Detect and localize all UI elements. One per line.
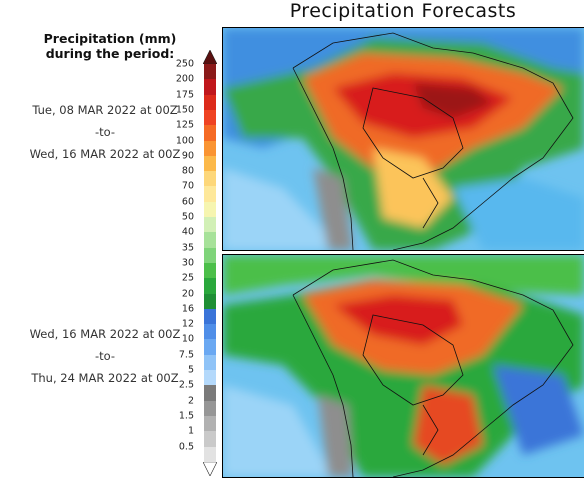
scale-swatch — [204, 308, 216, 325]
scale-tick-label: 1 — [187, 425, 194, 437]
map-week-1 — [222, 27, 584, 251]
scale-swatch — [204, 217, 216, 233]
scale-tick-label: 60 — [181, 196, 194, 208]
scale-tick-label: 2 — [187, 395, 194, 407]
period-2-end: Thu, 24 MAR 2022 at 00Z — [31, 371, 179, 385]
precipitation-color-scale: 250 200 175 150 125 100 90 80 70 60 50 40 35 30 25 20 16… — [174, 48, 218, 476]
period-1-start: Tue, 08 MAR 2022 at 00Z — [32, 103, 178, 117]
scale-tick-label: 2.5 — [178, 379, 194, 391]
period-2-start: Wed, 16 MAR 2022 at 00Z — [29, 327, 181, 341]
period-2-separator: -to- — [94, 349, 116, 363]
country-borders — [292, 32, 574, 250]
scale-tick-label: 250 — [175, 58, 194, 70]
scale-tick-label: 1.5 — [178, 410, 194, 422]
scale-tick-label: 50 — [181, 211, 194, 223]
scale-swatch — [204, 431, 216, 447]
legend-title: Precipitation (mm) during the period: — [20, 31, 200, 61]
scale-tick-label: 10 — [181, 333, 194, 345]
map-week-2 — [222, 254, 584, 478]
scale-tick-label: 7.5 — [178, 349, 194, 361]
scale-tick-label: 0.5 — [178, 441, 194, 452]
scale-swatch — [204, 201, 216, 218]
scale-tick-label: 125 — [175, 119, 194, 131]
scale-tick-label: 200 — [175, 73, 194, 85]
page-title: Precipitation Forecasts — [289, 0, 517, 22]
scale-tick-label: 80 — [181, 165, 194, 177]
scale-swatch — [204, 247, 216, 264]
scale-swatch — [204, 354, 216, 371]
scale-swatch — [204, 385, 216, 402]
scale-tick-label: 35 — [181, 242, 194, 254]
scale-swatch — [204, 415, 216, 432]
scale-swatch — [204, 109, 216, 126]
period-1-end: Wed, 16 MAR 2022 at 00Z — [29, 147, 181, 161]
scale-swatch — [204, 232, 216, 249]
scale-swatch — [204, 140, 216, 157]
scale-tick-label: 20 — [181, 288, 194, 299]
scale-swatch — [204, 278, 216, 294]
scale-tick-label: 40 — [181, 226, 194, 238]
legend-title-line2: during the period: — [45, 46, 175, 61]
scale-swatch — [204, 446, 216, 463]
scale-top-arrow — [203, 50, 217, 64]
scale-tick-label: 12 — [181, 318, 194, 330]
scale-swatch — [204, 64, 216, 80]
scale-tick-label: 30 — [181, 257, 194, 269]
scale-swatch — [204, 79, 216, 96]
scale-tick-label: 100 — [175, 135, 194, 146]
scale-tick-label: 25 — [181, 272, 194, 284]
scale-bottom-arrow — [203, 461, 217, 476]
scale-swatch — [204, 155, 216, 172]
scale-tick-label: 175 — [175, 89, 194, 101]
country-borders — [292, 259, 574, 477]
legend-title-line1: Precipitation (mm) — [43, 31, 177, 46]
scale-swatch — [204, 370, 216, 386]
scale-tick-label: 90 — [181, 150, 194, 162]
scale-swatch — [204, 171, 216, 187]
scale-swatch — [204, 339, 216, 356]
scale-swatch — [204, 400, 216, 417]
scale-swatch — [204, 125, 216, 141]
scale-swatch — [204, 262, 216, 279]
scale-swatch — [204, 94, 216, 111]
scale-swatch — [204, 293, 216, 310]
scale-tick-label: 70 — [181, 180, 194, 192]
scale-tick-label: 150 — [175, 104, 194, 116]
scale-swatch — [204, 186, 216, 203]
scale-tick-label: 16 — [181, 303, 194, 315]
scale-tick-label: 5 — [187, 364, 194, 376]
period-1-separator: -to- — [94, 125, 116, 139]
scale-swatch — [204, 324, 216, 340]
